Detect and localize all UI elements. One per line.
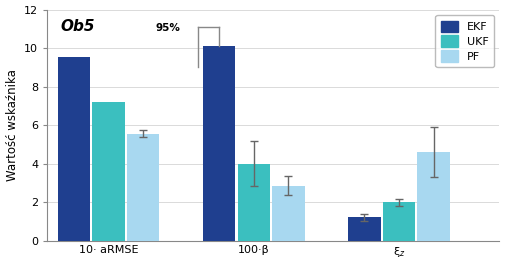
Bar [383, 202, 415, 241]
Bar [417, 152, 450, 241]
Text: 95%: 95% [155, 23, 180, 33]
Y-axis label: Wartość wskaźnika: Wartość wskaźnika [6, 69, 19, 181]
Bar [203, 46, 235, 241]
Text: Ob5: Ob5 [61, 19, 95, 34]
Bar [272, 186, 305, 241]
Bar [348, 218, 381, 241]
Bar [127, 134, 160, 241]
Bar [92, 102, 125, 241]
Bar [238, 164, 270, 241]
Legend: EKF, UKF, PF: EKF, UKF, PF [435, 15, 494, 67]
Bar [58, 57, 90, 241]
